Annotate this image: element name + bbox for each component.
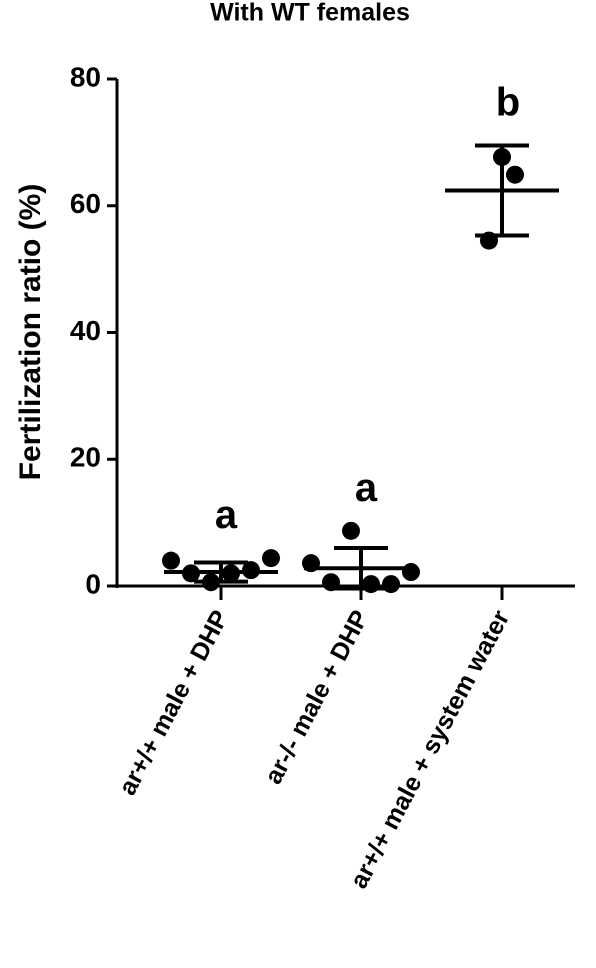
- data-point: [262, 549, 280, 568]
- y-tick-label: 20: [70, 442, 101, 473]
- chart-title: With WT females: [210, 0, 410, 27]
- y-tick-label: 80: [70, 61, 101, 92]
- data-point: [162, 551, 180, 570]
- y-tick-label: 40: [70, 315, 101, 346]
- y-tick-label: 60: [70, 188, 101, 219]
- significance-letter: a: [215, 493, 238, 537]
- x-tick-label: ar-/- male + DHP: [259, 606, 374, 789]
- data-point: [342, 521, 360, 540]
- data-point: [402, 563, 420, 582]
- y-axis-label: Fertilization ratio (%): [14, 184, 47, 481]
- y-tick-label: 0: [85, 568, 101, 599]
- data-point: [506, 165, 524, 184]
- x-tick-label: ar+/+ male + system water: [345, 605, 516, 893]
- significance-letter: b: [496, 81, 520, 125]
- significance-letter: a: [355, 466, 378, 510]
- x-tick-label: ar+/+ male + DHP: [113, 606, 234, 800]
